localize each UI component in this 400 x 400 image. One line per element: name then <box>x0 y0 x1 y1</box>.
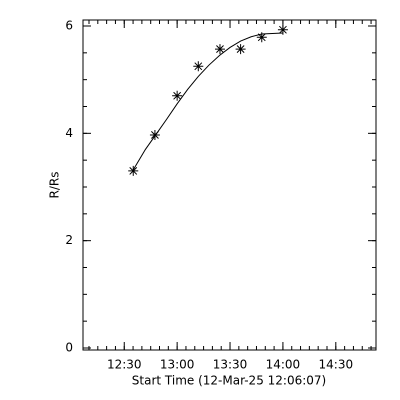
asterisk-marker <box>149 129 160 140</box>
x-tick-label: 14:00 <box>266 358 301 372</box>
asterisk-marker <box>235 44 246 55</box>
asterisk-marker <box>193 61 204 72</box>
asterisk-marker <box>172 90 183 101</box>
asterisk-marker <box>277 24 288 35</box>
asterisk-marker <box>128 165 139 176</box>
y-tick-label: 2 <box>65 233 73 247</box>
x-tick-label: 13:00 <box>160 358 195 372</box>
x-tick-label: 14:30 <box>319 358 354 372</box>
x-tick-label: 13:30 <box>213 358 248 372</box>
y-axis-label: R/Rs <box>48 172 62 199</box>
fit-line <box>132 32 283 171</box>
x-axis-label: Start Time (12-Mar-25 12:06:07) <box>132 374 326 388</box>
asterisk-marker <box>256 32 267 43</box>
y-tick-label: 6 <box>65 19 73 33</box>
plot-frame <box>82 19 377 351</box>
y-tick-label: 0 <box>65 341 73 355</box>
x-tick-label: 12:30 <box>107 358 142 372</box>
y-tick-label: 4 <box>65 126 73 140</box>
asterisk-marker <box>214 44 225 55</box>
